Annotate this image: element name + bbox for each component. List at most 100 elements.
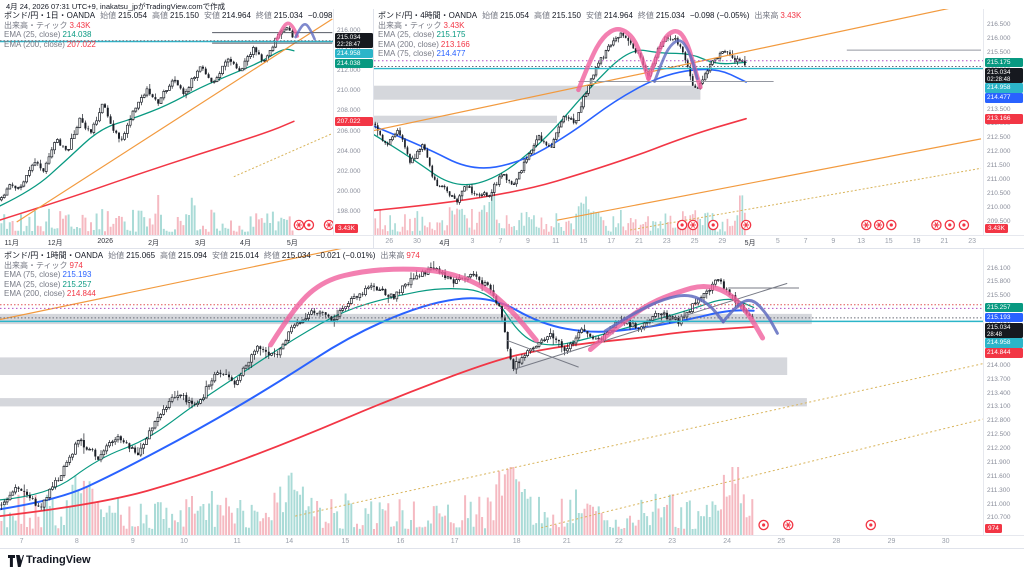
legend-indicator-row[interactable]: EMA (25, close) 215.175 [378,30,801,40]
legend-indicator-row[interactable]: 出来高・ティック 3.43K [4,21,334,31]
legend-indicator-row[interactable]: EMA (75, close) 214.477 [378,49,801,59]
footer-divider [0,548,1024,549]
time-tick-label: 23 [662,238,671,245]
supply-demand-zones[interactable] [0,313,812,407]
price-chart-daily[interactable] [0,9,334,236]
indicator-value: 214.038 [62,30,92,40]
trendlines[interactable] [16,18,333,223]
time-tick-label: 5月 [286,240,298,247]
price-tick-label: 215.800 [987,278,1011,286]
event-flower-icon[interactable] [687,219,699,231]
time-axis-h4[interactable]: 26 30 4月 3 7 9 11 15 17 21 23 25 29 5月 5 7 9 13 15 19 21 23 [374,235,1024,249]
pattern-arcs[interactable] [268,266,779,352]
event-target-icon[interactable] [707,219,719,231]
event-flower-icon[interactable] [931,219,942,231]
price-tick-label: 212.000 [987,147,1011,155]
chart-panel-h1[interactable]: 216.100215.800215.500215.200214.900214.6… [0,249,1024,549]
panel-divider-horizontal[interactable] [0,248,1024,249]
indicator-label: EMA (200, close) [378,39,439,49]
event-flower-icon[interactable] [782,519,794,531]
chart-panel-h4[interactable]: 216.500216.000215.500215.000214.500214.0… [374,9,1024,249]
event-icons[interactable] [758,519,877,531]
price-chart-h4[interactable] [374,9,984,236]
horizontal-levels[interactable] [374,60,984,70]
legend-indicator-row[interactable]: EMA (25, close) 214.038 [4,30,334,40]
price-tick-label: 212.200 [987,445,1011,452]
price-tick-label: 212.500 [987,133,1011,141]
price-axis-h1[interactable]: 216.100215.800215.500215.200214.900214.6… [983,249,1024,536]
pattern-arcs[interactable] [576,27,703,93]
trendlines[interactable] [0,249,984,529]
event-target-icon[interactable] [865,519,877,531]
event-flower-icon[interactable] [740,219,752,231]
price-tick-label: 215.500 [987,49,1011,57]
event-target-icon[interactable] [958,219,970,231]
time-axis-daily[interactable]: 11月 12月 2026 2月 3月 4月 5月 [0,235,374,249]
event-flower-icon[interactable] [861,219,872,231]
event-target-icon[interactable] [303,219,315,231]
price-tick-label: 216.100 [987,264,1011,272]
tradingview-wordmark[interactable]: TradingView [26,554,91,566]
time-tick-label: 16 [396,538,405,545]
supply-demand-zones[interactable] [374,85,701,123]
indicator-label: EMA (200, close) [4,289,65,299]
legend-indicator-row[interactable]: EMA (25, close) 215.257 [4,280,420,290]
event-flower-icon[interactable] [293,219,305,231]
ohlc-label: 始値 [100,11,117,20]
time-axis-h1[interactable]: 7 8 9 10 11 14 15 16 17 18 21 22 23 24 25 28 29 30 [0,535,1024,549]
volume-bars [0,195,294,236]
time-tick-label: 18 [512,538,521,545]
time-tick-label: 21 [562,538,571,545]
pattern-arcs[interactable] [275,21,316,41]
symbol-title[interactable]: ポンド/円・1時間・OANDA [4,251,104,260]
horizontal-levels[interactable] [0,304,984,323]
legend-indicator-row[interactable]: EMA (75, close) 215.193 [4,270,420,280]
price-badge-value: 215.193 [987,313,1011,321]
price-badge-value: 214.477 [987,94,1011,102]
ohlc-value: 215.034 [273,11,303,20]
legend-indicator-row[interactable]: EMA (200, close) 214.844 [4,289,420,299]
price-axis-h4[interactable]: 216.500216.000215.500215.000214.500214.0… [983,9,1024,236]
time-tick-label: 9 [130,538,135,545]
ema-lines[interactable] [0,48,295,221]
legend-indicator-row[interactable]: EMA (200, close) 213.166 [378,40,801,50]
event-target-icon[interactable] [676,219,688,231]
event-target-icon[interactable] [758,519,769,531]
price-tick-label: 209.500 [987,217,1011,225]
symbol-title[interactable]: ポンド/円・1日・OANDA [4,11,96,20]
price-chart-h1[interactable] [0,249,984,536]
indicator-value: 214.477 [436,49,466,59]
price-axis-daily[interactable]: 216.000214.000212.000210.000208.000206.0… [333,9,374,236]
ohlc-value: 215.014 [229,251,259,260]
change-value: −0.098 (−0.05%) [689,11,750,20]
price-tick-label: 211.600 [987,472,1011,480]
legend-symbol-row[interactable]: ポンド/円・1日・OANDA 始値 215.054 高値 215.150 安値 214.96… [4,11,334,21]
legend-symbol-row[interactable]: ポンド/円・1時間・OANDA 始値 215.065 高値 215.094 安値 215.0… [4,251,420,261]
panel-divider-vertical[interactable] [373,9,374,249]
price-tick-label: 216.000 [987,35,1011,43]
event-target-icon[interactable] [944,219,956,231]
ohlc-value: 215.054 [118,11,148,20]
event-icons[interactable] [293,219,334,231]
legend-indicator-row[interactable]: 出来高・ティック 3.43K [378,21,801,31]
volume-bars [374,195,746,236]
time-tick-label: 11 [552,238,560,245]
trendlines[interactable] [374,9,982,231]
chart-panel-daily[interactable]: 216.000214.000212.000210.000208.000206.0… [0,9,374,249]
time-tick-label: 9 [831,238,836,245]
event-flower-icon[interactable] [323,219,334,231]
legend-indicator-row[interactable]: 出来高・ティック 974 [4,261,420,271]
legend-indicator-row[interactable]: EMA (200, close) 207.022 [4,40,334,50]
event-icons[interactable] [676,219,970,231]
event-flower-icon[interactable] [873,219,885,231]
price-tick-label: 213.400 [987,389,1011,397]
time-tick-label: 23 [968,238,976,245]
event-target-icon[interactable] [886,219,897,231]
time-tick-label: 17 [607,238,616,245]
tradingview-logo-icon[interactable] [8,555,24,567]
price-badge: 214.958 [335,48,373,59]
horizontal-levels[interactable] [0,40,334,43]
symbol-title[interactable]: ポンド/円・4時間・OANDA [378,11,478,20]
time-tick-label: 29 [718,238,727,245]
legend-symbol-row[interactable]: ポンド/円・4時間・OANDA 始値 215.054 高値 215.150 安値 214.9… [378,11,801,21]
